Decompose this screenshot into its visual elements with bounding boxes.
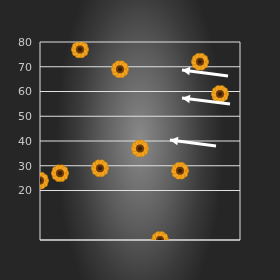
svg-text:80: 80	[18, 36, 32, 49]
svg-text:50: 50	[18, 110, 32, 123]
svg-text:30: 30	[18, 160, 32, 173]
svg-text:40: 40	[18, 135, 32, 148]
svg-text:70: 70	[18, 61, 32, 74]
svg-text:60: 60	[18, 85, 32, 98]
svg-text:20: 20	[18, 184, 32, 197]
